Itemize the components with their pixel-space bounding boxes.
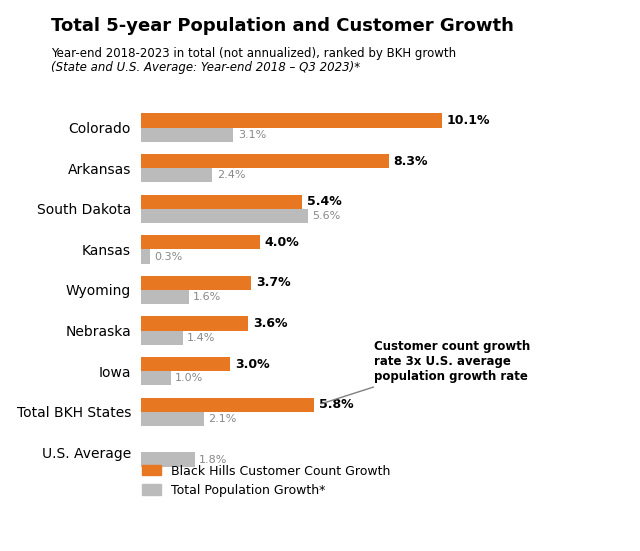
Text: 3.0%: 3.0% (235, 358, 269, 371)
Bar (141, 154, 388, 168)
Text: Year-end 2018-2023 in total (not annualized), ranked by BKH growth: Year-end 2018-2023 in total (not annuali… (51, 47, 456, 60)
Bar (141, 209, 308, 223)
Text: 1.6%: 1.6% (193, 292, 221, 302)
Bar (141, 235, 260, 250)
Bar (141, 168, 212, 182)
Bar (141, 195, 302, 209)
Text: 5.6%: 5.6% (312, 211, 340, 221)
Text: 1.0%: 1.0% (175, 374, 204, 383)
Bar (141, 276, 252, 290)
Text: 3.1%: 3.1% (238, 129, 266, 140)
Text: (State and U.S. Average: Year-end 2018 – Q3 2023)*: (State and U.S. Average: Year-end 2018 –… (51, 61, 360, 74)
Text: 0.3%: 0.3% (154, 251, 182, 262)
Bar (141, 331, 182, 345)
Bar (141, 114, 442, 128)
Text: 5.4%: 5.4% (307, 195, 341, 208)
Legend: Black Hills Customer Count Growth, Total Population Growth*: Black Hills Customer Count Growth, Total… (137, 460, 396, 502)
Bar (141, 412, 204, 426)
Bar (141, 357, 230, 371)
Bar (141, 371, 171, 385)
Text: 2.4%: 2.4% (217, 170, 246, 180)
Text: 5.8%: 5.8% (319, 398, 353, 411)
Text: 3.7%: 3.7% (256, 277, 291, 289)
Bar (141, 128, 234, 142)
Text: Total 5-year Population and Customer Growth: Total 5-year Population and Customer Gro… (51, 17, 514, 35)
Text: 10.1%: 10.1% (447, 114, 490, 127)
Text: 8.3%: 8.3% (393, 155, 428, 168)
Bar (141, 290, 189, 304)
Bar (141, 316, 248, 331)
Bar (141, 250, 150, 263)
Text: 2.1%: 2.1% (208, 414, 236, 424)
Text: 1.4%: 1.4% (187, 333, 216, 343)
Text: Customer count growth
rate 3x U.S. average
population growth rate: Customer count growth rate 3x U.S. avera… (321, 341, 530, 404)
Text: 1.8%: 1.8% (199, 455, 227, 464)
Text: 3.6%: 3.6% (253, 317, 287, 330)
Bar (141, 398, 314, 412)
Bar (141, 452, 195, 467)
Text: 4.0%: 4.0% (265, 236, 300, 249)
